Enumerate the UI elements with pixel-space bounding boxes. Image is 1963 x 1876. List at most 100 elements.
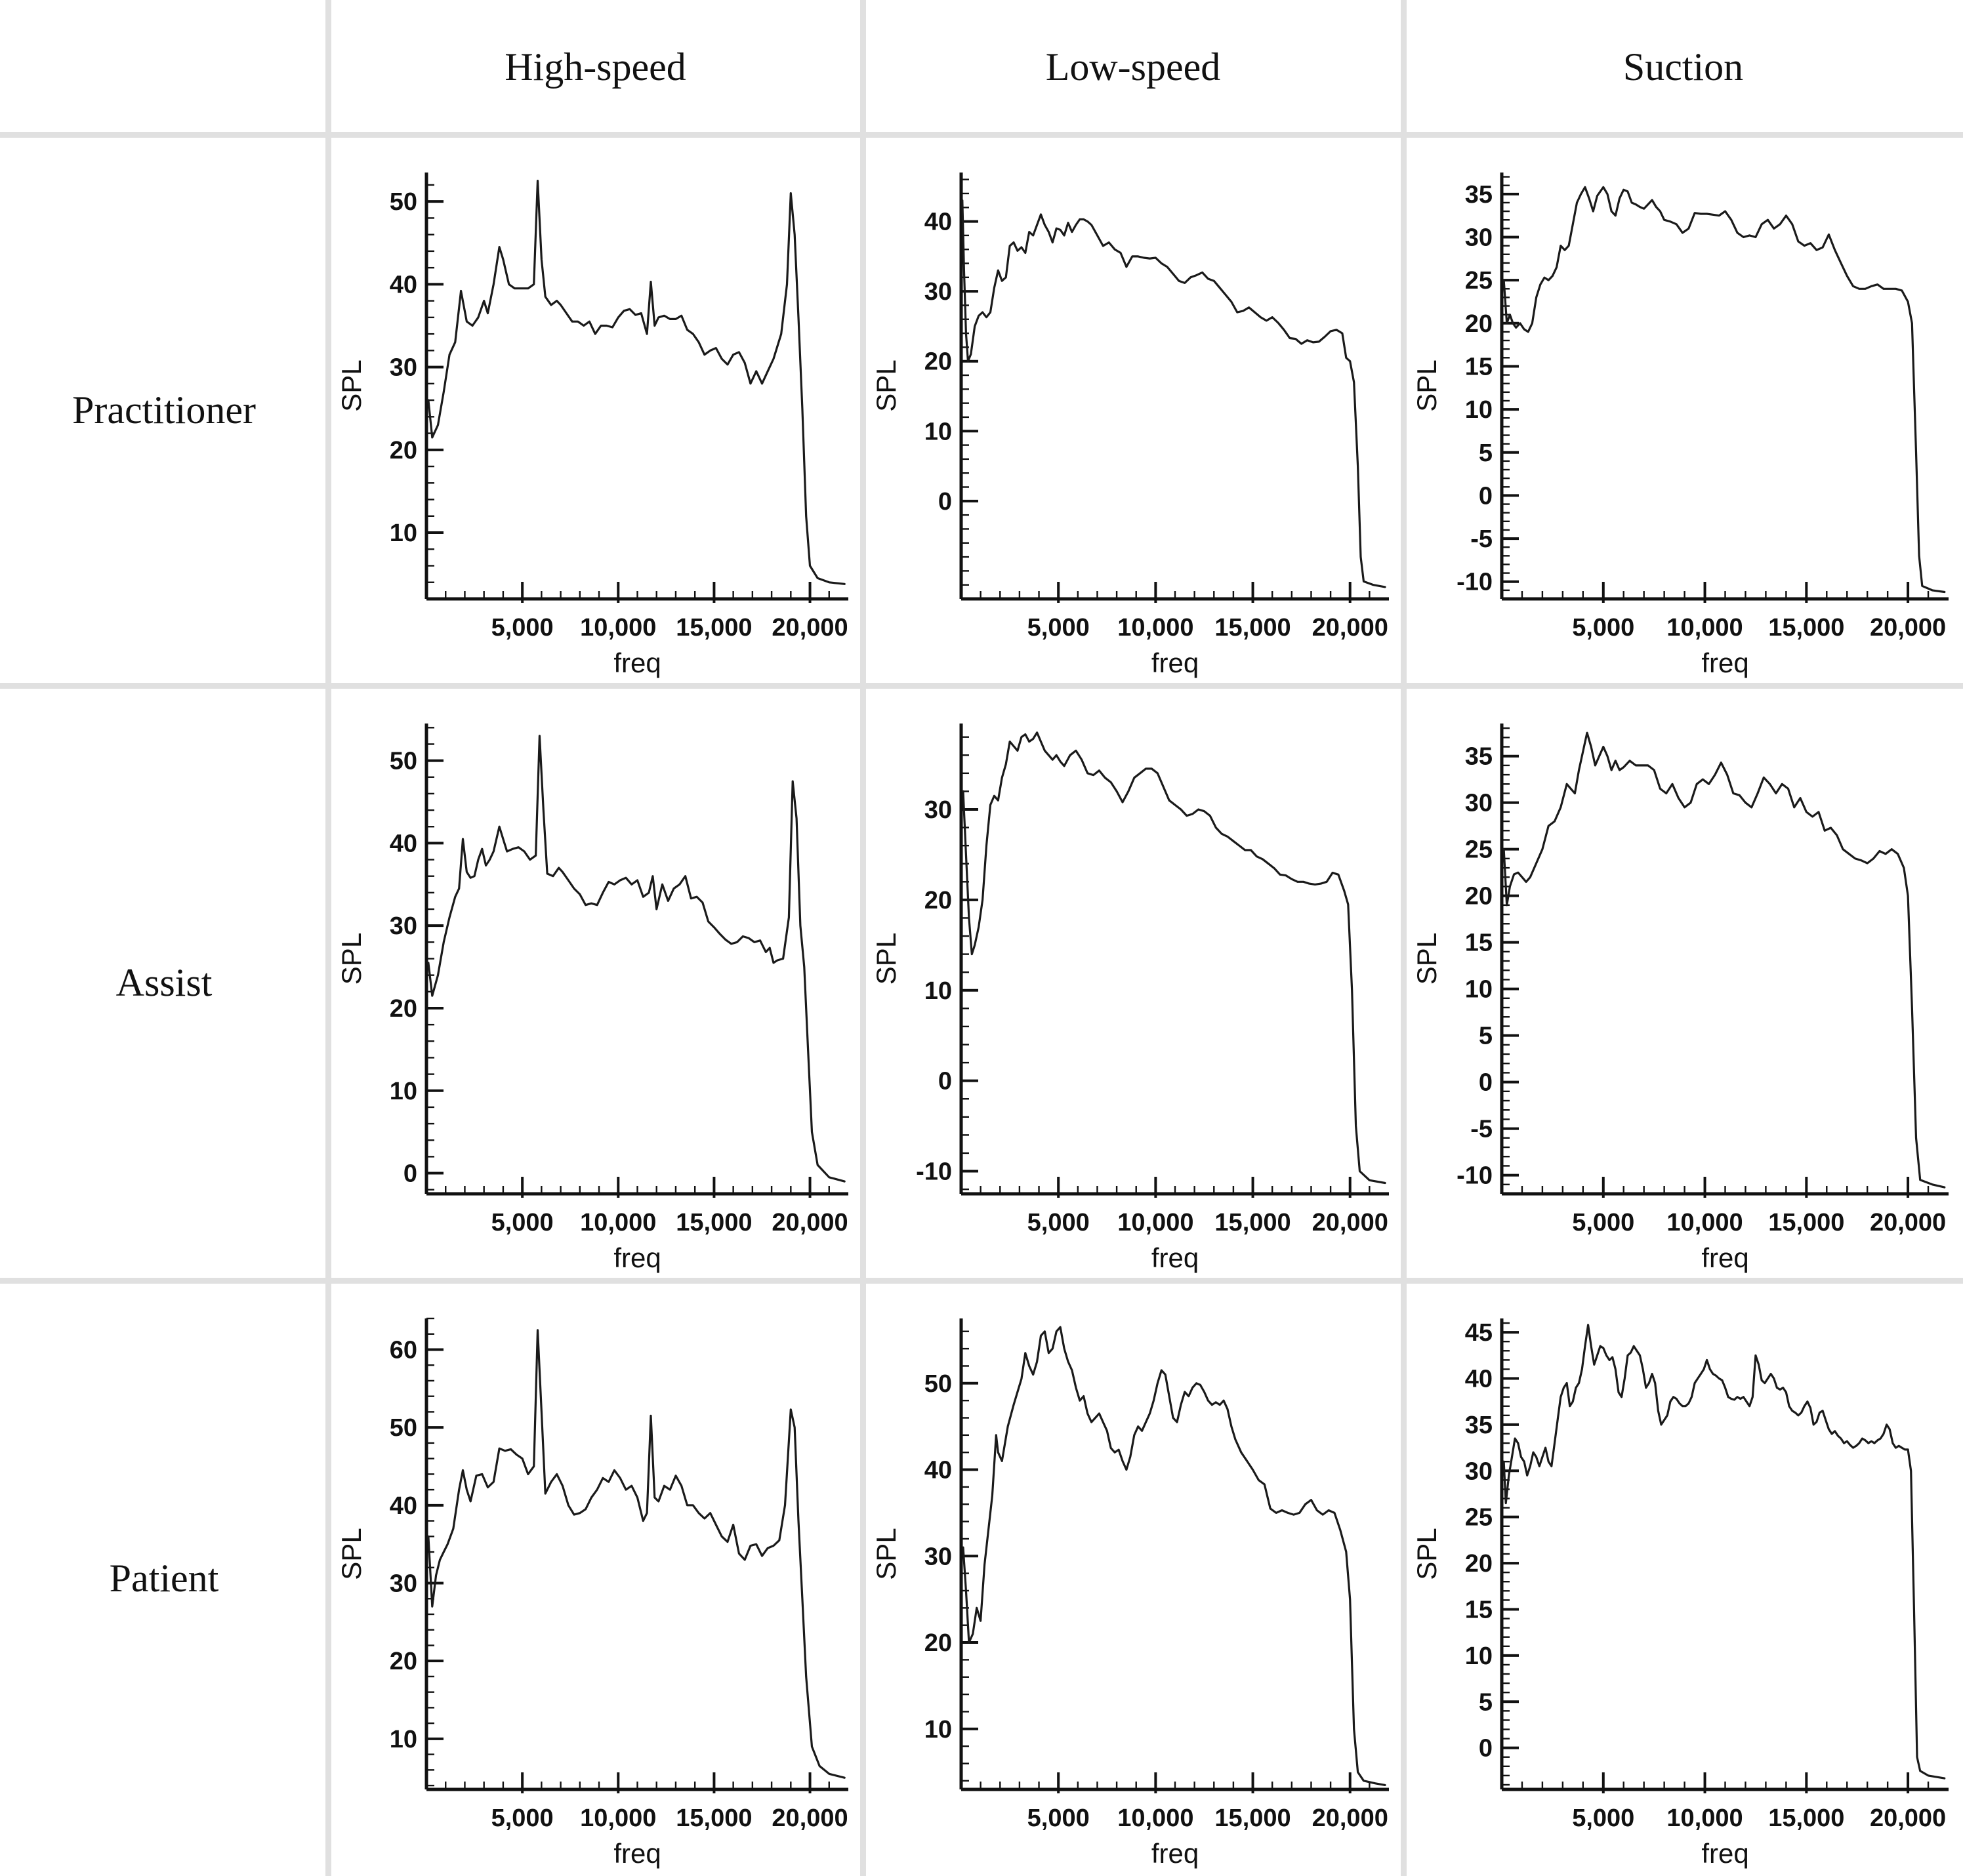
y-tick-label: 0 bbox=[1479, 1069, 1493, 1097]
y-axis-title: SPL bbox=[871, 933, 901, 985]
y-tick-label: 30 bbox=[390, 1570, 417, 1598]
column-header-label: High-speed bbox=[505, 45, 686, 89]
column-header-low-speed: Low-speed bbox=[863, 0, 1403, 134]
y-tick-label: 10 bbox=[1465, 396, 1493, 424]
x-tick-label: 15,000 bbox=[1214, 1209, 1291, 1236]
y-tick-label: 30 bbox=[1465, 1458, 1493, 1485]
spectrum-plot: 0 5 10 15 20 25 30 35 40 45 5,000 10,000 15,000 20,00… bbox=[1411, 1318, 1949, 1869]
y-tick-label: -10 bbox=[1457, 569, 1493, 596]
y-tick-label: 15 bbox=[1465, 929, 1493, 957]
y-tick-label: 40 bbox=[1465, 1366, 1493, 1393]
y-tick-label: 50 bbox=[924, 1370, 952, 1398]
y-tick-label: 5 bbox=[1479, 1023, 1493, 1050]
y-tick-label: 20 bbox=[390, 995, 417, 1023]
x-tick-label: 5,000 bbox=[491, 1805, 554, 1832]
x-tick-label: 15,000 bbox=[676, 1209, 752, 1236]
y-tick-label: 10 bbox=[1465, 976, 1493, 1004]
x-tick-label: 5,000 bbox=[1027, 1805, 1090, 1832]
x-axis-title: freq bbox=[1701, 1838, 1748, 1869]
x-tick-label: 10,000 bbox=[1117, 614, 1193, 642]
spectrum-curve bbox=[427, 179, 846, 585]
y-tick-label: 30 bbox=[1465, 790, 1493, 817]
y-tick-label: 20 bbox=[1465, 1550, 1493, 1578]
spectrum-curve bbox=[1502, 731, 1946, 1189]
y-tick-label: 20 bbox=[924, 887, 952, 914]
y-tick-label: 45 bbox=[1465, 1319, 1493, 1347]
spectrum-curve bbox=[962, 731, 1386, 1185]
x-tick-label: 20,000 bbox=[1870, 1805, 1946, 1832]
y-tick-label: 30 bbox=[390, 912, 417, 940]
x-axis-title: freq bbox=[1701, 647, 1748, 678]
x-tick-label: 5,000 bbox=[491, 1209, 554, 1236]
y-tick-label: 30 bbox=[390, 354, 417, 382]
y-tick-label: 25 bbox=[1465, 836, 1493, 864]
y-tick-label: 25 bbox=[1465, 1504, 1493, 1532]
x-tick-label: 20,000 bbox=[1870, 614, 1946, 642]
chart-assist-suction: -10 -5 0 5 10 15 20 25 30 35 5,000 10,000 15,000 20,0… bbox=[1403, 685, 1963, 1280]
y-tick-label: 20 bbox=[390, 437, 417, 464]
x-tick-label: 10,000 bbox=[1117, 1209, 1193, 1236]
spectrum-curve bbox=[961, 199, 1386, 588]
x-tick-label: 15,000 bbox=[1214, 614, 1291, 642]
y-tick-label: -5 bbox=[1470, 1116, 1493, 1143]
x-axis-title: freq bbox=[613, 1838, 661, 1869]
x-axis-title: freq bbox=[1151, 1838, 1199, 1869]
y-axis-title: SPL bbox=[336, 933, 367, 985]
y-axis-title: SPL bbox=[871, 359, 901, 411]
x-tick-label: 20,000 bbox=[772, 1209, 848, 1236]
spectrum-curve bbox=[962, 1326, 1386, 1787]
x-tick-label: 15,000 bbox=[1214, 1805, 1291, 1832]
x-tick-label: 10,000 bbox=[580, 1805, 656, 1832]
y-tick-label: 10 bbox=[390, 1726, 417, 1753]
y-tick-label: 10 bbox=[924, 977, 952, 1005]
row-label-assist: Assist bbox=[0, 685, 328, 1280]
x-tick-label: 20,000 bbox=[1870, 1209, 1946, 1236]
y-tick-label: 20 bbox=[1465, 883, 1493, 910]
spectrum-plot: -10 -5 0 5 10 15 20 25 30 35 5,000 10,000 15,000 20,0… bbox=[1411, 724, 1949, 1273]
spectrum-plot: 10 20 30 40 50 5,000 10,000 15,000 20,000 freq SPL bbox=[871, 1318, 1389, 1869]
y-tick-label: 5 bbox=[1479, 439, 1493, 467]
x-axis-title: freq bbox=[1151, 647, 1199, 678]
y-tick-label: -10 bbox=[1457, 1162, 1493, 1190]
grid-divider-vertical-1 bbox=[325, 0, 331, 1876]
y-tick-label: 10 bbox=[390, 1078, 417, 1105]
x-tick-label: 10,000 bbox=[1666, 614, 1743, 642]
y-tick-label: 25 bbox=[1465, 267, 1493, 295]
y-tick-label: 30 bbox=[924, 796, 952, 824]
y-tick-label: 30 bbox=[924, 1543, 952, 1570]
y-tick-label: 30 bbox=[924, 278, 952, 306]
spectrum-plot: 10 20 30 40 50 5,000 10,000 15,000 20,000 freq SPL bbox=[336, 173, 848, 678]
grid-divider-vertical-3 bbox=[1401, 0, 1407, 1876]
y-tick-label: 50 bbox=[390, 188, 417, 216]
chart-practitioner-low-speed: 0 10 20 30 40 5,000 10,000 15,000 20,000 freq SPL bbox=[863, 134, 1403, 685]
y-tick-label: 0 bbox=[403, 1160, 417, 1188]
y-tick-label: 10 bbox=[924, 418, 952, 445]
spectrum-curve bbox=[1502, 186, 1946, 594]
spectrum-plot: -10 0 10 20 30 5,000 10,000 15,000 20,000 freq SPL bbox=[871, 724, 1389, 1273]
grid-divider-vertical-2 bbox=[860, 0, 866, 1876]
y-axis-title: SPL bbox=[1411, 933, 1442, 985]
grid-divider-horizontal-3 bbox=[0, 1278, 1963, 1284]
y-tick-label: -5 bbox=[1470, 525, 1493, 553]
x-tick-label: 15,000 bbox=[1768, 614, 1844, 642]
y-tick-label: 10 bbox=[1465, 1642, 1493, 1670]
chart-patient-low-speed: 10 20 30 40 50 5,000 10,000 15,000 20,000 freq SPL bbox=[863, 1280, 1403, 1876]
y-tick-label: 10 bbox=[924, 1716, 952, 1743]
x-axis-title: freq bbox=[613, 647, 661, 678]
x-tick-label: 20,000 bbox=[1312, 614, 1388, 642]
x-tick-label: 10,000 bbox=[580, 1209, 656, 1236]
y-tick-label: 20 bbox=[390, 1648, 417, 1675]
y-tick-label: 40 bbox=[390, 830, 417, 857]
x-tick-label: 5,000 bbox=[1572, 614, 1634, 642]
chart-patient-suction: 0 5 10 15 20 25 30 35 40 45 5,000 10,000 15,000 20,00… bbox=[1403, 1280, 1963, 1876]
column-header-high-speed: High-speed bbox=[328, 0, 863, 134]
x-tick-label: 5,000 bbox=[1027, 1209, 1090, 1236]
x-tick-label: 10,000 bbox=[1666, 1805, 1743, 1832]
x-tick-label: 15,000 bbox=[676, 614, 752, 642]
y-tick-label: 60 bbox=[390, 1336, 417, 1364]
x-tick-label: 5,000 bbox=[1572, 1209, 1634, 1236]
y-tick-label: 40 bbox=[390, 271, 417, 298]
y-tick-label: 40 bbox=[924, 209, 952, 236]
y-axis-title: SPL bbox=[1411, 1528, 1442, 1580]
